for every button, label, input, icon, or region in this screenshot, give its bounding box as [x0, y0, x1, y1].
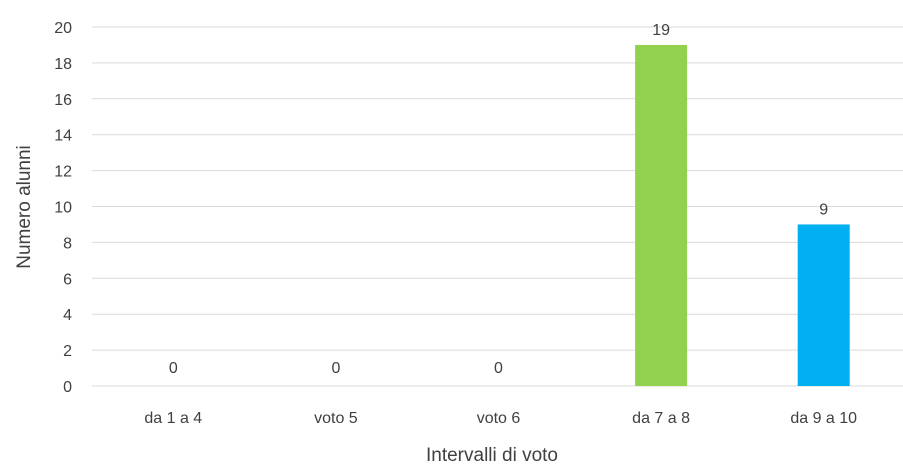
y-tick-label: 4 [63, 307, 72, 324]
y-axis-title: Numero alunni [14, 145, 35, 269]
y-tick-label: 0 [63, 379, 72, 396]
y-tick-label: 2 [63, 343, 72, 360]
x-tick-labels: da 1 a 4 voto 5 voto 6 da 7 a 8 da 9 a 10 [144, 410, 857, 427]
y-tick-label: 18 [54, 56, 72, 73]
data-label: 19 [652, 22, 670, 39]
x-axis-title: Intervalli di voto [426, 445, 558, 466]
y-tick-labels: 0 2 4 6 8 10 12 14 16 18 20 [54, 20, 72, 396]
data-label: 0 [169, 360, 178, 377]
y-tick-label: 20 [54, 20, 72, 37]
data-label: 9 [819, 201, 828, 218]
y-tick-label: 8 [63, 235, 72, 252]
bar [635, 44, 688, 386]
x-tick-label: voto 6 [477, 410, 521, 427]
x-tick-label: da 7 a 8 [632, 410, 690, 427]
y-tick-label: 10 [54, 200, 72, 217]
y-tick-label: 6 [63, 271, 72, 288]
x-tick-label: da 9 a 10 [790, 410, 857, 427]
data-label: 0 [331, 360, 340, 377]
x-tick-label: da 1 a 4 [144, 410, 202, 427]
data-label: 0 [494, 360, 503, 377]
y-tick-label: 14 [54, 128, 72, 145]
y-tick-label: 12 [54, 164, 72, 181]
bars [635, 44, 850, 386]
y-tick-label: 16 [54, 92, 72, 109]
x-tick-label: voto 5 [314, 410, 358, 427]
data-labels: 0 0 0 19 9 [169, 22, 828, 377]
gridlines [92, 26, 903, 387]
bar [797, 224, 850, 386]
